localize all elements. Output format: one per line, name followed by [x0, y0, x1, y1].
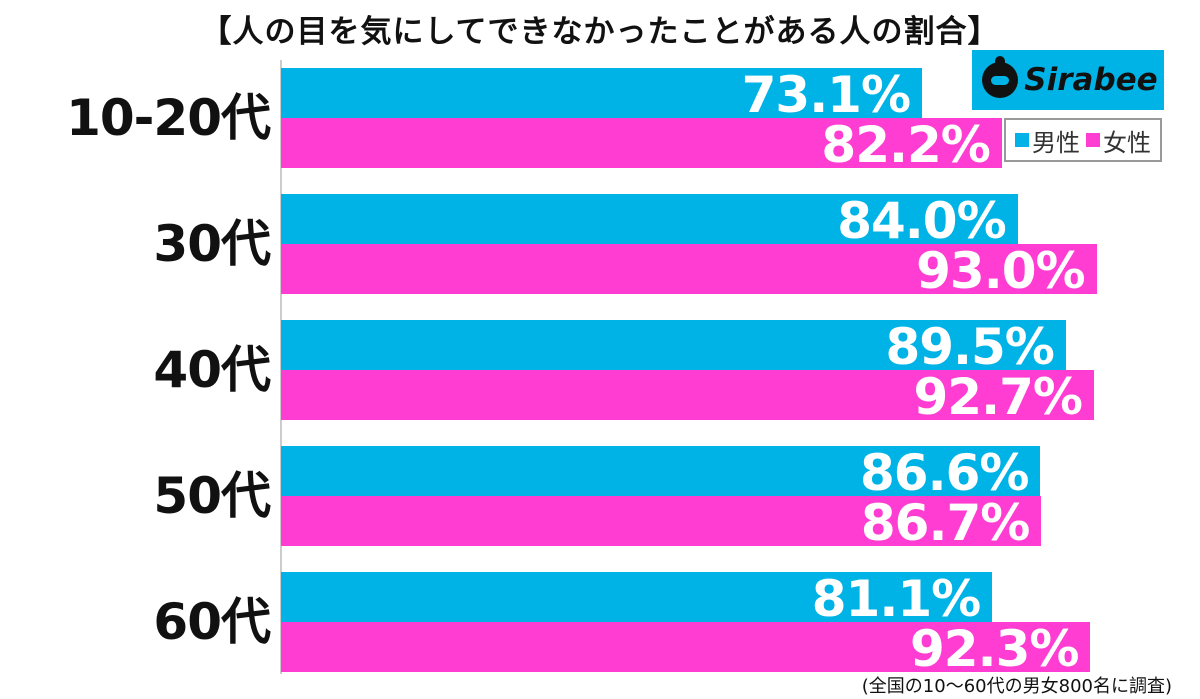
logo-text: Sirabee: [1024, 62, 1158, 98]
category-label: 60代: [153, 593, 271, 651]
category-label: 30代: [153, 215, 271, 273]
bar-male: [281, 68, 923, 118]
bar-female: [281, 244, 1097, 294]
category-label: 50代: [153, 467, 271, 525]
legend-swatch-female: [1086, 133, 1100, 147]
bar-value-label-female: 82.2%: [821, 116, 990, 174]
category-label: 10-20代: [66, 89, 271, 147]
legend-item-male: 男性: [1015, 123, 1080, 158]
bar-male: [281, 194, 1018, 244]
legend: 男性 女性: [1004, 118, 1162, 162]
legend-label-female: 女性: [1103, 128, 1151, 157]
bar-value-label-male: 84.0%: [837, 192, 1006, 250]
legend-swatch-male: [1015, 133, 1029, 147]
footnote: (全国の10〜60代の男女800名に調査): [861, 676, 1172, 697]
bar-male: [281, 320, 1066, 370]
bar-female: [281, 496, 1042, 546]
bar-value-label-female: 86.7%: [860, 494, 1030, 552]
bar-value-label-male: 73.1%: [741, 66, 911, 124]
bar-value-label-male: 81.1%: [811, 570, 981, 628]
bar-value-label-male: 89.5%: [885, 318, 1054, 376]
bar-male: [281, 572, 993, 622]
legend-item-female: 女性: [1086, 123, 1151, 158]
bar-male: [281, 446, 1041, 496]
bar-value-label-female: 93.0%: [916, 242, 1085, 300]
sirabee-logo: Sirabee: [972, 50, 1164, 110]
bar-female: [281, 118, 1002, 168]
bar-value-label-female: 92.3%: [910, 620, 1079, 678]
bar-female: [281, 370, 1094, 420]
chart-title: 【人の目を気にしてできなかったことがある人の割合】: [200, 14, 1000, 50]
bar-female: [281, 622, 1091, 672]
bar-value-label-female: 92.7%: [913, 368, 1083, 426]
bar-value-label-male: 86.6%: [860, 444, 1029, 502]
legend-label-male: 男性: [1032, 128, 1080, 157]
category-label: 40代: [153, 341, 271, 399]
logo-mark-icon: [982, 56, 1019, 98]
